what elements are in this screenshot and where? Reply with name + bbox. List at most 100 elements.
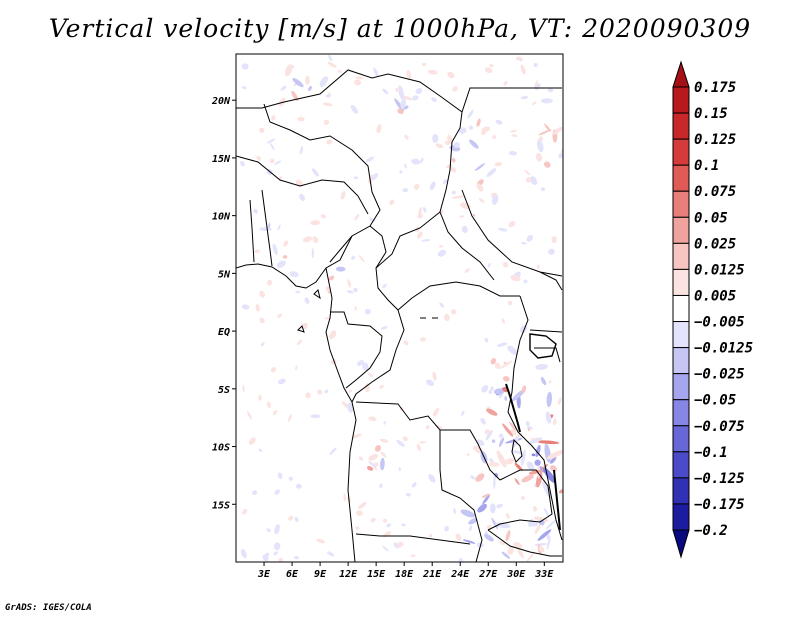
- field-cell: [397, 108, 404, 115]
- field-cell: [368, 416, 377, 422]
- colorbar-label: 0.175: [694, 80, 736, 96]
- border-congo-drc: [351, 309, 405, 403]
- field-cell: [402, 436, 408, 442]
- field-cell: [328, 54, 333, 62]
- field-cell: [438, 245, 444, 248]
- field-cell: [240, 548, 247, 559]
- field-cell: [270, 367, 277, 373]
- field-cell: [362, 362, 369, 371]
- colorbar-label: −0.1: [694, 445, 728, 461]
- field-cell: [384, 531, 392, 537]
- field-cell: [253, 208, 259, 214]
- field-cell: [389, 199, 395, 206]
- field-cell: [351, 433, 362, 439]
- field-cell: [326, 139, 333, 145]
- field-cell: [442, 179, 448, 184]
- field-cell: [505, 513, 510, 519]
- field-cell: [328, 275, 335, 281]
- field-cell: [502, 423, 514, 437]
- colorbar-swatch: [672, 399, 690, 427]
- y-tick-label: 20N: [211, 96, 231, 107]
- field-cell: [325, 94, 332, 97]
- field-cell: [498, 227, 508, 232]
- field-cell: [335, 266, 346, 272]
- field-cell: [259, 290, 266, 298]
- field-cell: [531, 453, 536, 457]
- field-cell: [545, 519, 557, 530]
- field-cell: [520, 96, 529, 100]
- field-cell: [379, 385, 384, 389]
- field-cell: [276, 260, 286, 268]
- border-zimbabwe: [487, 529, 562, 557]
- field-cell: [534, 459, 541, 466]
- field-cell: [548, 248, 555, 255]
- field-cell: [295, 179, 304, 187]
- field-cell: [492, 135, 497, 139]
- field-cell: [425, 425, 430, 430]
- field-cell: [510, 274, 521, 282]
- field-cell: [489, 458, 494, 463]
- field-cell: [505, 530, 511, 542]
- field-cell: [525, 421, 530, 427]
- lake-mweru: [511, 438, 523, 463]
- colorbar-label: −0.175: [694, 497, 745, 513]
- border-zambia-malawi: [487, 469, 553, 531]
- field-cell: [412, 95, 419, 101]
- field-cell: [520, 64, 526, 75]
- x-tick-label: 12E: [339, 569, 358, 580]
- field-cell: [530, 437, 537, 441]
- field-cell: [297, 116, 305, 122]
- field-cell: [492, 358, 496, 364]
- colorbar-label: 0.1: [694, 158, 719, 174]
- field-cell: [376, 124, 382, 134]
- field-cell: [271, 115, 276, 121]
- field-cell: [420, 337, 426, 342]
- field-cell: [444, 140, 451, 146]
- field-cell: [337, 69, 343, 73]
- border-chad-sudan: [375, 211, 441, 269]
- colorbar-label: −0.125: [694, 471, 745, 487]
- field-cell: [397, 541, 404, 548]
- field-cell: [507, 547, 514, 555]
- field-cell: [502, 261, 509, 268]
- field-cell: [460, 509, 475, 518]
- field-cell: [509, 421, 517, 431]
- border-sudan-south: [461, 189, 563, 277]
- field-cell: [516, 432, 523, 437]
- field-cell: [358, 255, 365, 263]
- field-cell: [331, 330, 334, 338]
- field-cell: [491, 439, 496, 443]
- field-cell: [476, 183, 484, 192]
- colorbar-label: −0.05: [694, 393, 736, 409]
- field-cell: [354, 306, 357, 311]
- field-cell: [382, 518, 388, 523]
- border-cameroon-car: [369, 225, 399, 311]
- colorbar-swatch: [672, 242, 690, 270]
- field-cell: [310, 220, 321, 226]
- field-cell: [264, 552, 270, 558]
- field-cell: [486, 524, 492, 530]
- field-cell: [484, 337, 489, 343]
- field-cell: [532, 506, 538, 512]
- field-cell: [324, 317, 331, 320]
- field-cell: [544, 123, 551, 132]
- field-cell: [546, 536, 551, 550]
- field-cell: [272, 409, 278, 416]
- field-cell: [489, 63, 494, 68]
- field-cell: [490, 386, 494, 391]
- field-cell: [368, 460, 377, 468]
- field-cell: [410, 554, 416, 558]
- field-cell: [432, 134, 439, 143]
- field-cell: [520, 496, 525, 500]
- field-cell: [310, 414, 321, 418]
- field-cell: [254, 249, 260, 254]
- field-cell: [468, 525, 473, 532]
- field-cell: [373, 67, 379, 77]
- field-cell: [514, 462, 523, 472]
- field-cell: [520, 449, 526, 467]
- field-cell: [401, 95, 413, 101]
- field-cell: [549, 456, 557, 464]
- field-cell: [406, 70, 412, 79]
- field-cell: [311, 168, 319, 177]
- field-cell: [478, 198, 485, 203]
